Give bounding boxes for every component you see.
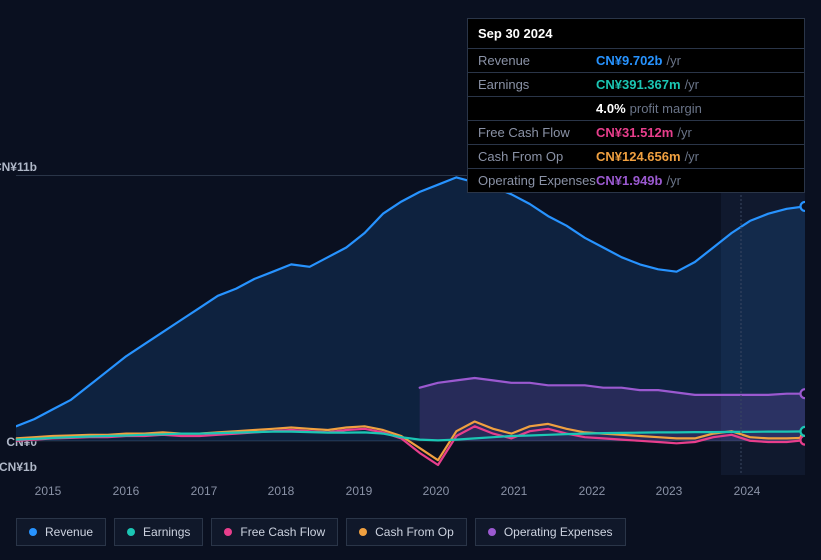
legend-item-revenue[interactable]: Revenue bbox=[16, 518, 106, 546]
tooltip-label: Earnings bbox=[478, 77, 596, 92]
legend-item-free-cash-flow[interactable]: Free Cash Flow bbox=[211, 518, 338, 546]
legend-label: Cash From Op bbox=[375, 525, 454, 539]
legend-label: Earnings bbox=[143, 525, 190, 539]
tooltip-value: CN¥31.512m bbox=[596, 125, 673, 140]
tooltip-unit: /yr bbox=[666, 173, 680, 188]
y-axis-label: CN¥11b bbox=[0, 160, 37, 174]
tooltip-row: Cash From OpCN¥124.656m/yr bbox=[468, 145, 804, 169]
chart-svg bbox=[16, 175, 805, 475]
tooltip-unit: /yr bbox=[685, 149, 699, 164]
chart-area bbox=[16, 175, 805, 475]
tooltip-row: 4.0% profit margin bbox=[468, 97, 804, 121]
tooltip-value: CN¥9.702b bbox=[596, 53, 662, 68]
x-axis-tick: 2018 bbox=[268, 484, 295, 498]
tooltip-row: Operating ExpensesCN¥1.949b/yr bbox=[468, 169, 804, 192]
legend-dot-icon bbox=[127, 528, 135, 536]
x-axis-tick: 2017 bbox=[191, 484, 218, 498]
legend-item-operating-expenses[interactable]: Operating Expenses bbox=[475, 518, 626, 546]
tooltip-unit: /yr bbox=[666, 53, 680, 68]
x-axis-tick: 2015 bbox=[35, 484, 62, 498]
tooltip-unit: profit margin bbox=[630, 101, 702, 116]
x-axis-tick: 2022 bbox=[579, 484, 606, 498]
x-axis-tick: 2019 bbox=[346, 484, 373, 498]
tooltip-label: Cash From Op bbox=[478, 149, 596, 164]
x-axis-tick: 2024 bbox=[734, 484, 761, 498]
tooltip-value: CN¥391.367m bbox=[596, 77, 681, 92]
x-axis-tick: 2020 bbox=[423, 484, 450, 498]
tooltip-unit: /yr bbox=[685, 77, 699, 92]
tooltip-value: CN¥124.656m bbox=[596, 149, 681, 164]
tooltip-row: EarningsCN¥391.367m/yr bbox=[468, 73, 804, 97]
tooltip-row: Free Cash FlowCN¥31.512m/yr bbox=[468, 121, 804, 145]
tooltip-label: Operating Expenses bbox=[478, 173, 596, 188]
tooltip-date: Sep 30 2024 bbox=[468, 19, 804, 49]
tooltip-value: 4.0% bbox=[596, 101, 626, 116]
x-axis-tick: 2016 bbox=[113, 484, 140, 498]
legend-dot-icon bbox=[488, 528, 496, 536]
legend-dot-icon bbox=[359, 528, 367, 536]
x-axis: 2015 2016 2017 2018 2019 2020 2021 2022 2023 2024 bbox=[16, 484, 805, 504]
tooltip-unit: /yr bbox=[677, 125, 691, 140]
tooltip-label bbox=[478, 101, 596, 116]
x-axis-tick: 2021 bbox=[501, 484, 528, 498]
legend-label: Revenue bbox=[45, 525, 93, 539]
tooltip-label: Revenue bbox=[478, 53, 596, 68]
x-axis-tick: 2023 bbox=[656, 484, 683, 498]
legend-item-cash-from-op[interactable]: Cash From Op bbox=[346, 518, 467, 546]
legend-item-earnings[interactable]: Earnings bbox=[114, 518, 203, 546]
legend-dot-icon bbox=[29, 528, 37, 536]
tooltip-row: RevenueCN¥9.702b/yr bbox=[468, 49, 804, 73]
legend-label: Operating Expenses bbox=[504, 525, 613, 539]
legend-label: Free Cash Flow bbox=[240, 525, 325, 539]
tooltip-panel: Sep 30 2024 RevenueCN¥9.702b/yrEarningsC… bbox=[467, 18, 805, 193]
tooltip-value: CN¥1.949b bbox=[596, 173, 662, 188]
tooltip-label: Free Cash Flow bbox=[478, 125, 596, 140]
legend: Revenue Earnings Free Cash Flow Cash From O… bbox=[16, 518, 626, 546]
legend-dot-icon bbox=[224, 528, 232, 536]
